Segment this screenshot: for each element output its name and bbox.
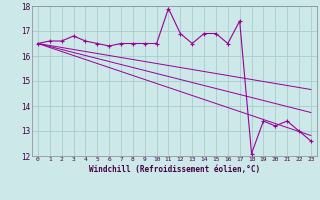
X-axis label: Windchill (Refroidissement éolien,°C): Windchill (Refroidissement éolien,°C) <box>89 165 260 174</box>
